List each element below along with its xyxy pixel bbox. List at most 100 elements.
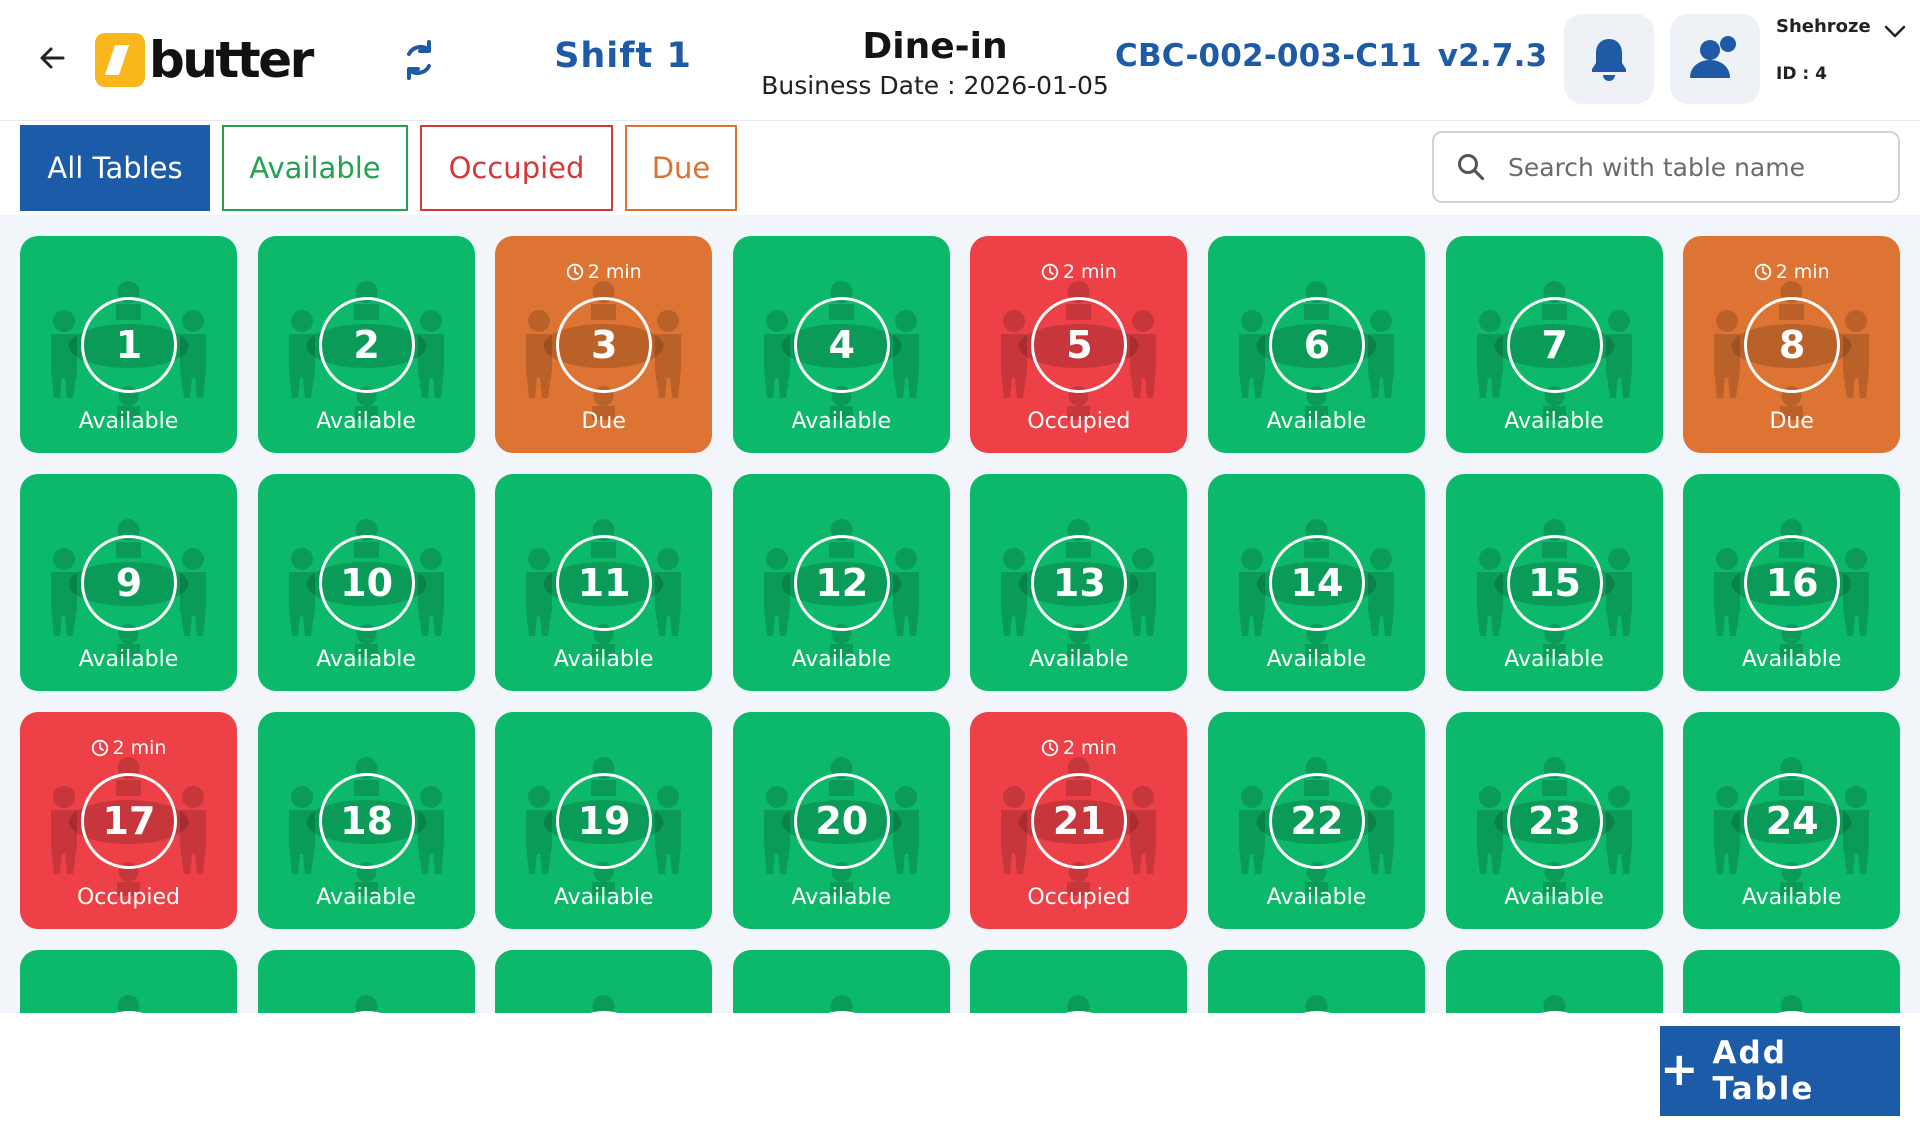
table-number: 3	[590, 323, 618, 367]
table-number-ring: 7	[1506, 297, 1603, 393]
table-number-ring: 5	[1031, 297, 1128, 393]
table-tile[interactable]: 2 Available	[257, 236, 475, 453]
table-tile[interactable]: 23 Available	[1445, 712, 1663, 929]
table-tile[interactable]: Available	[495, 950, 713, 1013]
table-status: Available	[316, 885, 416, 910]
table-status: Available	[791, 885, 892, 910]
chevron-down-icon[interactable]	[1878, 16, 1912, 46]
table-tile[interactable]: 2 min 17 Occupied	[20, 712, 237, 929]
table-timer: 2 min	[970, 737, 1187, 759]
notifications-button[interactable]	[1564, 14, 1654, 104]
table-status: Available	[791, 409, 892, 434]
table-number: 22	[1290, 799, 1344, 843]
search-box[interactable]	[1432, 131, 1900, 203]
table-tile[interactable]: 2 min 5 Occupied	[970, 236, 1188, 453]
table-tile[interactable]: Available	[1207, 950, 1425, 1013]
table-tile[interactable]: 24 Available	[1683, 712, 1901, 929]
table-status: Available	[1266, 409, 1367, 434]
table-tile[interactable]: Available	[1683, 950, 1901, 1013]
search-icon	[1458, 154, 1485, 181]
table-number-ring: 12	[793, 535, 890, 631]
table-tile[interactable]: Available	[1445, 950, 1663, 1013]
logo-mark-icon	[95, 33, 145, 87]
filter-all-tables[interactable]: All Tables	[20, 125, 210, 211]
timer-text: 2 min	[587, 261, 642, 283]
table-number: 16	[1765, 561, 1819, 605]
table-tile[interactable]: 13 Available	[970, 474, 1188, 691]
filter-occupied[interactable]: Occupied	[420, 125, 613, 211]
sync-icon[interactable]	[398, 36, 440, 84]
business-date: Business Date : 2026-01-05	[761, 71, 1109, 100]
table-number: 12	[815, 561, 869, 605]
table-number-ring: 23	[1506, 773, 1603, 869]
table-tile[interactable]: 9 Available	[20, 474, 237, 691]
plus-icon: +	[1660, 1042, 1699, 1096]
table-number-ring: 22	[1268, 773, 1365, 869]
bottom-bar: + Add Table	[0, 1013, 1920, 1128]
page-title-block: Dine-in Business Date : 2026-01-05	[740, 26, 1130, 100]
shift-label: Shift 1	[554, 36, 692, 76]
table-status: Available	[1741, 647, 1842, 672]
user-name: Shehroze	[1776, 16, 1871, 37]
table-number-ring: 1	[81, 297, 177, 393]
table-tile[interactable]: 4 Available	[732, 236, 950, 453]
table-tile[interactable]: 14 Available	[1207, 474, 1425, 691]
butter-logo: butter	[95, 31, 314, 89]
table-tile[interactable]: 1 Available	[20, 236, 237, 453]
device-code: CBC-002-003-C11	[1115, 38, 1422, 74]
table-number-ring: 19	[556, 773, 653, 869]
table-tile[interactable]: 12 Available	[732, 474, 950, 691]
table-status: Available	[553, 885, 654, 910]
table-tile[interactable]: Available	[732, 950, 950, 1013]
table-tile[interactable]: 2 min 21 Occupied	[970, 712, 1188, 929]
table-tile[interactable]: Available	[970, 950, 1188, 1013]
table-tile[interactable]: Available	[257, 950, 475, 1013]
logo-text: butter	[149, 31, 314, 89]
table-tile[interactable]: 20 Available	[732, 712, 950, 929]
filter-available[interactable]: Available	[222, 125, 408, 211]
table-number: 2	[353, 323, 380, 367]
table-number-ring: 6	[1268, 297, 1365, 393]
filter-due[interactable]: Due	[625, 125, 737, 211]
table-number: 21	[1052, 799, 1106, 843]
table-number: 15	[1528, 561, 1581, 605]
user-profile-button[interactable]	[1670, 14, 1760, 104]
table-status: Available	[791, 647, 892, 672]
table-status: Occupied	[76, 885, 181, 910]
table-tile[interactable]: 16 Available	[1683, 474, 1901, 691]
table-status: Occupied	[1027, 885, 1131, 910]
table-tile[interactable]: 6 Available	[1207, 236, 1425, 453]
timer-text: 2 min	[1062, 261, 1117, 283]
table-tile[interactable]: 11 Available	[495, 474, 713, 691]
clock-icon	[566, 263, 583, 281]
table-tile[interactable]: 7 Available	[1445, 236, 1663, 453]
clock-icon	[91, 739, 108, 757]
table-number-ring: 13	[1031, 535, 1128, 631]
user-id: ID : 4	[1776, 64, 1827, 84]
table-tile[interactable]: 19 Available	[495, 712, 713, 929]
back-arrow-icon[interactable]	[34, 38, 70, 78]
table-number-ring: 16	[1744, 535, 1841, 631]
table-tile[interactable]: 22 Available	[1207, 712, 1425, 929]
table-status: Available	[316, 409, 416, 434]
table-number: 18	[340, 799, 394, 843]
search-input[interactable]	[1508, 152, 1888, 182]
table-tile[interactable]: 15 Available	[1445, 474, 1663, 691]
table-tile[interactable]: 2 min 3 Due	[495, 236, 713, 453]
table-number: 9	[115, 561, 143, 605]
table-number: 6	[1303, 323, 1331, 367]
table-timer: 2 min	[20, 737, 237, 759]
table-tile[interactable]: 10 Available	[257, 474, 475, 691]
table-status: Available	[1266, 647, 1367, 672]
table-number-ring: 21	[1031, 773, 1128, 869]
table-number: 17	[102, 799, 156, 843]
table-tile[interactable]: 18 Available	[257, 712, 475, 929]
table-number: 4	[828, 323, 855, 367]
add-table-button[interactable]: + Add Table	[1660, 1026, 1900, 1116]
tables-scroll-area[interactable]: 1 Available 2 Available 2 min 3 Due 4 Available 2…	[0, 215, 1920, 1013]
table-tile[interactable]: 2 min 8 Due	[1683, 236, 1901, 453]
table-number: 11	[577, 561, 631, 605]
table-timer: 2 min	[495, 261, 712, 283]
table-tile[interactable]: Available	[20, 950, 237, 1013]
tables-grid: 1 Available 2 Available 2 min 3 Due 4 Available 2…	[20, 236, 1901, 1013]
